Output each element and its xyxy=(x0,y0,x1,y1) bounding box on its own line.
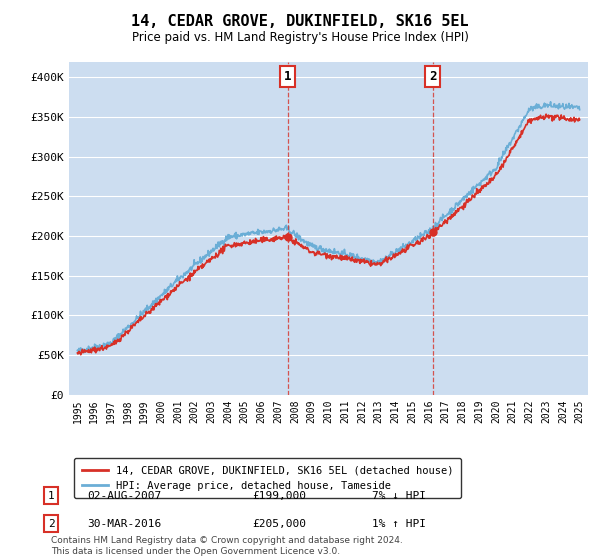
Text: 2: 2 xyxy=(429,70,437,83)
Text: 30-MAR-2016: 30-MAR-2016 xyxy=(87,519,161,529)
Text: 7% ↓ HPI: 7% ↓ HPI xyxy=(372,491,426,501)
Text: 1: 1 xyxy=(284,70,292,83)
Text: 2: 2 xyxy=(47,519,55,529)
Text: £205,000: £205,000 xyxy=(252,519,306,529)
Text: £199,000: £199,000 xyxy=(252,491,306,501)
Text: This data is licensed under the Open Government Licence v3.0.: This data is licensed under the Open Gov… xyxy=(51,547,340,556)
Text: Price paid vs. HM Land Registry's House Price Index (HPI): Price paid vs. HM Land Registry's House … xyxy=(131,31,469,44)
Legend: 14, CEDAR GROVE, DUKINFIELD, SK16 5EL (detached house), HPI: Average price, deta: 14, CEDAR GROVE, DUKINFIELD, SK16 5EL (d… xyxy=(74,458,461,498)
Text: 14, CEDAR GROVE, DUKINFIELD, SK16 5EL: 14, CEDAR GROVE, DUKINFIELD, SK16 5EL xyxy=(131,14,469,29)
Text: 1: 1 xyxy=(47,491,55,501)
Text: Contains HM Land Registry data © Crown copyright and database right 2024.: Contains HM Land Registry data © Crown c… xyxy=(51,536,403,545)
Text: 1% ↑ HPI: 1% ↑ HPI xyxy=(372,519,426,529)
Text: 02-AUG-2007: 02-AUG-2007 xyxy=(87,491,161,501)
